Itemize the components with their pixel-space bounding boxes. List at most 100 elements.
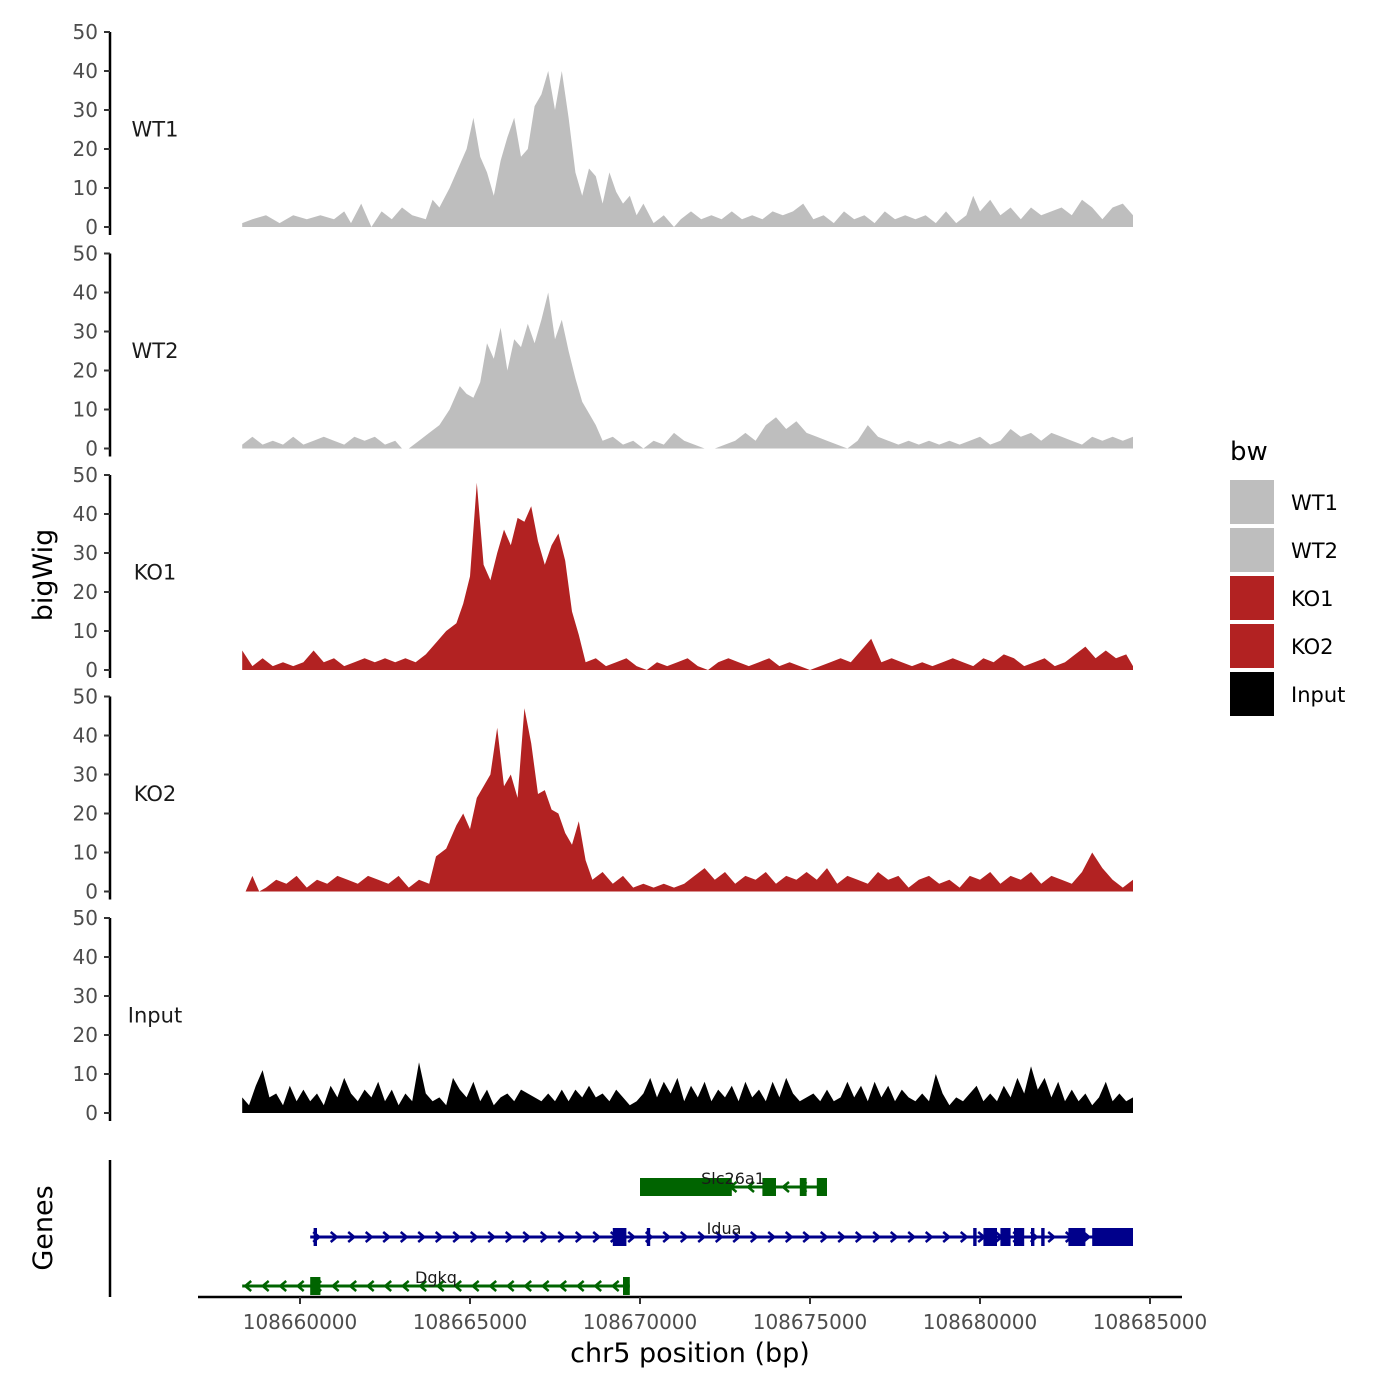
- gene-exon: [313, 1228, 317, 1246]
- strand-arrow-icon: [592, 1231, 602, 1243]
- legend-label-wt1: WT1: [1291, 491, 1338, 515]
- strand-arrow-icon: [610, 1280, 620, 1292]
- gene-slc26a1: Slc26a1: [640, 1169, 827, 1196]
- track-label-wt1: WT1: [132, 118, 179, 142]
- strand-arrow-icon: [781, 1181, 790, 1193]
- y-tick-label: 0: [85, 437, 98, 461]
- gene-exon: [799, 1178, 807, 1196]
- strand-arrow-icon: [400, 1280, 410, 1292]
- gene-exon: [1031, 1228, 1035, 1246]
- legend-label-input: Input: [1291, 683, 1345, 707]
- y-tick-label: 50: [73, 463, 98, 487]
- y-tick-label: 50: [73, 685, 98, 709]
- strand-arrow-icon: [767, 1231, 777, 1243]
- strand-arrow-icon: [504, 1231, 514, 1243]
- legend-label-wt2: WT2: [1291, 539, 1338, 563]
- strand-arrow-icon: [697, 1231, 707, 1243]
- strand-arrow-icon: [942, 1231, 952, 1243]
- strand-arrow-icon: [539, 1231, 549, 1243]
- legend: bw WT1 WT2 KO1 KO2 Input: [1230, 437, 1345, 716]
- strand-arrow-icon: [523, 1280, 533, 1292]
- legend-title: bw: [1230, 437, 1268, 467]
- y-tick-label: 30: [73, 763, 98, 787]
- strand-arrow-icon: [418, 1280, 428, 1292]
- gene-label-dgkq: Dgkq: [415, 1268, 457, 1287]
- y-tick-label: 20: [73, 359, 98, 383]
- legend-key-ko2: [1230, 624, 1274, 668]
- gene-exon: [1068, 1228, 1086, 1246]
- y-tick-label: 0: [85, 215, 98, 239]
- track-ko2: 0 10 20 30 40 50 KO2: [73, 685, 1134, 904]
- y-tick-label: 30: [73, 320, 98, 344]
- gene-idua: Idua: [310, 1219, 1133, 1246]
- y-tick-label: 20: [73, 137, 98, 161]
- strand-arrow-icon: [627, 1231, 637, 1243]
- strand-arrow-icon: [854, 1231, 864, 1243]
- strand-arrow-icon: [872, 1231, 882, 1243]
- strand-arrow-icon: [453, 1280, 463, 1292]
- y-tick-label: 30: [73, 984, 98, 1008]
- strand-arrow-icon: [749, 1231, 759, 1243]
- y-tick-label: 40: [73, 945, 98, 969]
- strand-arrow-icon: [837, 1231, 847, 1243]
- x-axis-title: chr5 position (bp): [570, 1338, 810, 1369]
- y-tick-label: 30: [73, 541, 98, 565]
- gene-exon: [310, 1277, 321, 1295]
- strand-arrow-icon: [434, 1231, 444, 1243]
- strand-arrow-icon: [540, 1280, 550, 1292]
- track-label-ko1: KO1: [134, 561, 177, 585]
- signal-area-wt1: [242, 71, 1133, 227]
- strand-arrow-icon: [679, 1231, 689, 1243]
- legend-key-input: [1230, 672, 1274, 716]
- strand-arrow-icon: [593, 1280, 603, 1292]
- strand-arrow-icon: [819, 1231, 829, 1243]
- signal-area-ko2: [245, 708, 1134, 892]
- y-tick-label: 40: [73, 502, 98, 526]
- y-tick-label: 0: [85, 658, 98, 682]
- y-tick-label: 10: [73, 1062, 98, 1086]
- gene-exon: [762, 1178, 776, 1196]
- gene-exon: [612, 1228, 627, 1246]
- strand-arrow-icon: [470, 1280, 480, 1292]
- y-tick-label: 50: [73, 906, 98, 930]
- strand-arrow-icon: [522, 1231, 532, 1243]
- strand-arrow-icon: [278, 1280, 288, 1292]
- strand-arrow-icon: [575, 1280, 585, 1292]
- track-input: 0 10 20 30 40 50 Input: [73, 906, 1133, 1125]
- strand-arrow-icon: [1047, 1231, 1057, 1243]
- gene-label-idua: Idua: [707, 1219, 742, 1238]
- strand-arrow-icon: [802, 1231, 812, 1243]
- strand-arrow-icon: [924, 1231, 934, 1243]
- strand-arrow-icon: [714, 1231, 724, 1243]
- strand-arrow-icon: [383, 1280, 393, 1292]
- strand-arrow-icon: [907, 1231, 917, 1243]
- strand-arrow-icon: [732, 1231, 742, 1243]
- strand-arrow-icon: [557, 1231, 567, 1243]
- strand-arrow-icon: [329, 1231, 339, 1243]
- gene-exon: [1000, 1228, 1011, 1246]
- strand-arrow-icon: [417, 1231, 427, 1243]
- signal-area-input: [242, 1062, 1133, 1113]
- gene-exon: [640, 1178, 732, 1196]
- y-tick-label: 0: [85, 880, 98, 904]
- gene-exon: [816, 1178, 827, 1196]
- strand-arrow-icon: [558, 1280, 568, 1292]
- y-tick-label: 20: [73, 1023, 98, 1047]
- x-tick-label: 108670000: [583, 1310, 698, 1334]
- x-tick-label: 108675000: [753, 1310, 868, 1334]
- legend-key-wt1: [1230, 480, 1274, 524]
- y-tick-label: 30: [73, 98, 98, 122]
- strand-arrow-icon: [365, 1280, 375, 1292]
- strand-arrow-icon: [746, 1181, 755, 1193]
- x-tick-label: 108660000: [243, 1310, 358, 1334]
- strand-arrow-icon: [364, 1231, 374, 1243]
- strand-arrow-icon: [435, 1280, 445, 1292]
- track-label-wt2: WT2: [132, 339, 179, 363]
- x-axis: 108660000 108665000 108670000 108675000 1086…: [198, 1295, 1208, 1334]
- y-tick-label: 50: [73, 242, 98, 266]
- x-tick-label: 108685000: [1093, 1310, 1208, 1334]
- signal-area-ko1: [242, 482, 1133, 670]
- strand-arrow-icon: [347, 1231, 357, 1243]
- track-label-ko2: KO2: [134, 782, 177, 806]
